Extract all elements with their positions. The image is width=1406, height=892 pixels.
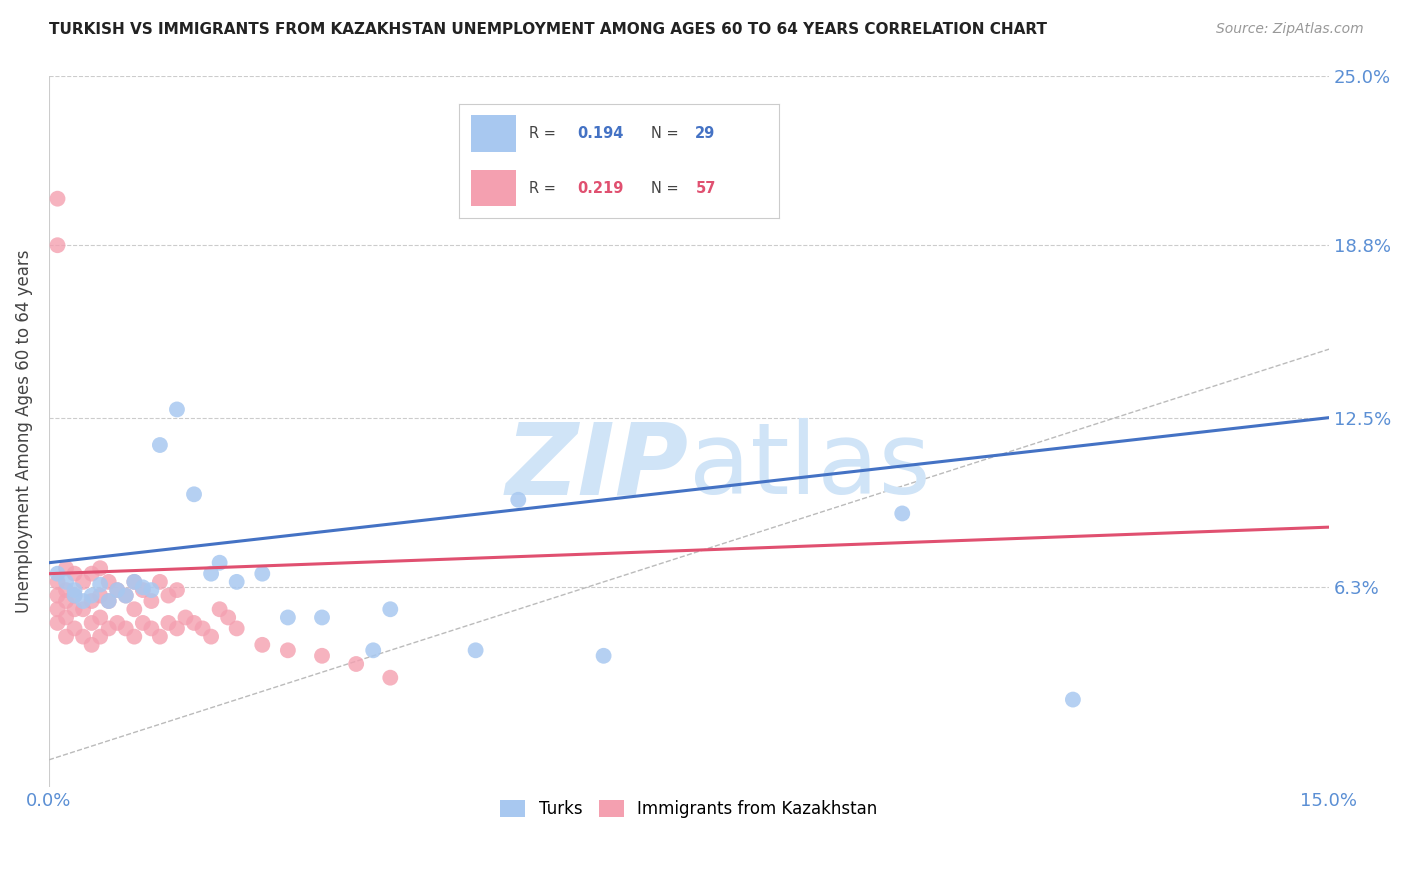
Point	[508, 492, 530, 507]
Point	[132, 583, 155, 598]
Point	[380, 671, 402, 685]
Point	[89, 610, 111, 624]
Point	[80, 615, 103, 630]
Point	[55, 561, 77, 575]
Point	[166, 583, 188, 598]
Point	[63, 589, 86, 603]
Text: Source: ZipAtlas.com: Source: ZipAtlas.com	[1216, 22, 1364, 37]
Point	[311, 648, 333, 663]
Point	[114, 622, 136, 636]
Point	[132, 580, 155, 594]
Point	[124, 574, 146, 589]
Point	[89, 589, 111, 603]
Point	[105, 583, 128, 598]
Point	[149, 438, 172, 452]
Point	[80, 589, 103, 603]
Text: TURKISH VS IMMIGRANTS FROM KAZAKHSTAN UNEMPLOYMENT AMONG AGES 60 TO 64 YEARS COR: TURKISH VS IMMIGRANTS FROM KAZAKHSTAN UN…	[49, 22, 1047, 37]
Point	[97, 574, 120, 589]
Point	[46, 566, 69, 581]
Point	[464, 643, 486, 657]
Point	[277, 643, 299, 657]
Point	[72, 630, 94, 644]
Point	[311, 610, 333, 624]
Point	[277, 610, 299, 624]
Point	[225, 574, 247, 589]
Point	[225, 622, 247, 636]
Point	[141, 622, 163, 636]
Point	[89, 630, 111, 644]
Point	[1062, 692, 1084, 706]
Point	[174, 610, 197, 624]
Point	[141, 583, 163, 598]
Point	[380, 602, 402, 616]
Point	[80, 638, 103, 652]
Point	[55, 574, 77, 589]
Point	[183, 487, 205, 501]
Point	[105, 615, 128, 630]
Point	[46, 589, 69, 603]
Point	[63, 622, 86, 636]
Point	[46, 238, 69, 252]
Point	[80, 566, 103, 581]
Point	[132, 615, 155, 630]
Point	[63, 602, 86, 616]
Point	[344, 657, 367, 671]
Point	[63, 589, 86, 603]
Point	[114, 589, 136, 603]
Point	[72, 602, 94, 616]
Point	[891, 507, 914, 521]
Text: ZIP: ZIP	[506, 418, 689, 516]
Point	[157, 589, 180, 603]
Point	[166, 622, 188, 636]
Point	[200, 630, 222, 644]
Point	[191, 622, 214, 636]
Point	[97, 594, 120, 608]
Point	[105, 583, 128, 598]
Point	[55, 610, 77, 624]
Text: atlas: atlas	[689, 418, 931, 516]
Point	[183, 615, 205, 630]
Point	[208, 602, 231, 616]
Point	[89, 577, 111, 591]
Legend: Turks, Immigrants from Kazakhstan: Turks, Immigrants from Kazakhstan	[494, 794, 884, 825]
Point	[361, 643, 384, 657]
Point	[80, 594, 103, 608]
Point	[63, 583, 86, 598]
Point	[252, 566, 274, 581]
Point	[124, 574, 146, 589]
Point	[63, 566, 86, 581]
Point	[124, 602, 146, 616]
Y-axis label: Unemployment Among Ages 60 to 64 years: Unemployment Among Ages 60 to 64 years	[15, 250, 32, 613]
Point	[72, 594, 94, 608]
Point	[149, 630, 172, 644]
Point	[592, 648, 614, 663]
Point	[252, 638, 274, 652]
Point	[97, 622, 120, 636]
Point	[46, 602, 69, 616]
Point	[217, 610, 239, 624]
Point	[72, 574, 94, 589]
Point	[124, 630, 146, 644]
Point	[157, 615, 180, 630]
Point	[200, 566, 222, 581]
Point	[89, 561, 111, 575]
Point	[166, 402, 188, 417]
Point	[208, 556, 231, 570]
Point	[46, 192, 69, 206]
Point	[55, 583, 77, 598]
Point	[55, 630, 77, 644]
Point	[114, 589, 136, 603]
Point	[46, 615, 69, 630]
Point	[149, 574, 172, 589]
Point	[55, 594, 77, 608]
Point	[46, 574, 69, 589]
Point	[141, 594, 163, 608]
Point	[97, 594, 120, 608]
